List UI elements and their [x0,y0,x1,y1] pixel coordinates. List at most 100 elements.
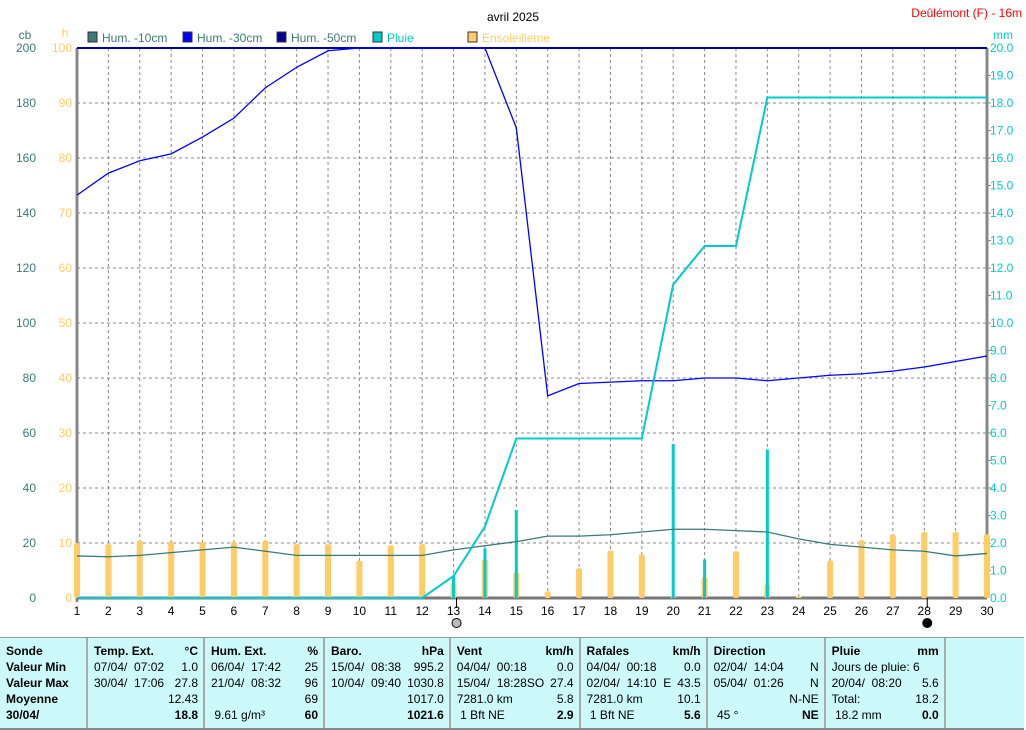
table-row: 18.2 mm 0.0 [832,707,939,723]
rain-bar [514,510,518,598]
cb-tick-label: 40 [23,481,37,495]
table-row: 07/04/ 07:02 1.0 [94,659,198,675]
cb-tick-label: 120 [16,261,36,275]
table-row: Jours de pluie: 6 [832,659,939,675]
mm-tick-label: 14.0 [990,206,1014,220]
cell-label: Moyenne [6,692,59,706]
cb-tick-label: 140 [16,206,36,220]
legend-swatch [372,31,383,43]
cell-value: 27.8 [174,676,198,690]
table-column: Rafales km/h 04/04/ 00:18 0.0 02/04/ 14:10 E… [581,638,708,728]
sunshine-bar [544,591,551,598]
column-header: Baro. hPa [331,643,444,659]
header-label: Baro. [331,644,362,658]
sunshine-bar [136,540,143,598]
x-tick-label: 13 [447,604,461,618]
sunshine-bar [576,568,583,598]
h-axis-label: h [62,26,69,40]
cb-tick-label: 180 [16,96,36,110]
table-row: 04/04/ 00:18 0.0 [587,659,701,675]
sunshine-bar [827,560,834,598]
header-unit: mm [917,644,939,658]
mm-tick-label: 8.0 [990,371,1007,385]
column-header: Sonde [6,643,81,659]
cell-value: 5.8 [556,692,574,706]
column-header: Temp. Ext. °C [94,643,198,659]
cb-tick-label: 60 [23,426,37,440]
sunshine-bar [858,540,865,598]
rain-cumulative-line [77,96,987,599]
table-row: Valeur Max [6,675,81,691]
table-row: 15/04/ 08:38 995.2 [331,659,444,675]
cell-value: 5.6 [683,708,701,722]
x-tick-label: 28 [918,604,932,618]
sunshine-bar [889,534,896,598]
legend-label-3: Pluie [387,31,414,45]
cell-value: N-NE [789,692,819,706]
table-row: 21/04/ 08:32 96 [211,675,318,691]
sunshine-bar [732,551,739,598]
x-tick-label: 20 [667,604,681,618]
sunshine-bar [199,541,206,598]
table-row: 20/04/ 08:20 5.6 [832,675,939,691]
table-row: 7281.0 km 5.8 [457,691,574,707]
cell-value: 18.2 [915,692,939,706]
column-header: Direction [714,643,819,659]
mm-tick-label: 19.0 [990,69,1014,83]
table-row: 1017.0 [331,691,444,707]
mm-axis-label: mm [993,28,1013,42]
cell-label: 18.2 mm [831,708,882,722]
cell-value: 2.9 [556,708,574,722]
cell-value: 10.1 [677,692,701,706]
header-unit: km/h [545,644,574,658]
x-tick-label: 17 [572,604,586,618]
cell-value: 5.6 [921,676,939,690]
table-row: 15/04/ 18:28SO 27.4 [457,675,574,691]
sunshine-bar [419,544,426,598]
cell-label: 05/04/ 01:26 [713,676,784,690]
cell-label: Valeur Max [6,676,69,690]
x-tick-label: 2 [105,604,112,618]
header-unit: km/h [672,644,701,658]
cell-label: 02/04/ 14:10 E [586,676,672,690]
column-header: Rafales km/h [587,643,701,659]
legend-label-4: Ensoleilleme [482,31,550,45]
chart-title: avril 2025 [487,10,539,24]
mm-tick-label: 0.0 [990,591,1007,605]
table-row: 02/04/ 14:10 E 43.5 [587,675,701,691]
cb-tick-label: 100 [16,316,36,330]
cell-label: 04/04/ 00:18 [586,660,657,674]
cb-tick-label: 80 [23,371,37,385]
cell-label: 1 Bft NE [586,708,635,722]
cell-value: 18.8 [174,708,198,722]
x-tick-label: 1 [74,604,81,618]
header-label: Vent [456,644,483,658]
cell-label: 07/04/ 07:02 [94,660,165,674]
h-tick-label: 30 [59,426,73,440]
mm-tick-label: 5.0 [990,454,1007,468]
header-label: Pluie [831,644,861,658]
new-moon-icon [922,618,933,628]
mm-tick-label: 16.0 [990,151,1014,165]
mm-tick-label: 13.0 [990,234,1014,248]
cell-value: N [809,676,819,690]
rain-bar [671,444,675,598]
x-tick-label: 3 [136,604,143,618]
table-row: 02/04/ 14:04 N [714,659,819,675]
x-tick-label: 21 [698,604,712,618]
legend-label-2: Hum. -50cm [291,31,356,45]
cb-tick-label: 20 [23,536,37,550]
cell-value: 0.0 [556,660,574,674]
header-label: Hum. Ext. [211,644,267,658]
table-column: Pluie mm Jours de pluie: 6 20/04/ 08:20 5.6 T… [826,638,946,728]
h-tick-label: 50 [59,316,73,330]
cell-value: 1021.6 [407,708,444,722]
h-tick-label: 20 [59,481,73,495]
cb-tick-label: 160 [16,151,36,165]
h-tick-label: 100 [52,41,72,55]
table-row: 30/04/ 17:06 27.8 [94,675,198,691]
sunshine-bar [387,545,394,598]
cell-value: 69 [304,692,318,706]
table-row: 30/04/ [6,707,81,723]
